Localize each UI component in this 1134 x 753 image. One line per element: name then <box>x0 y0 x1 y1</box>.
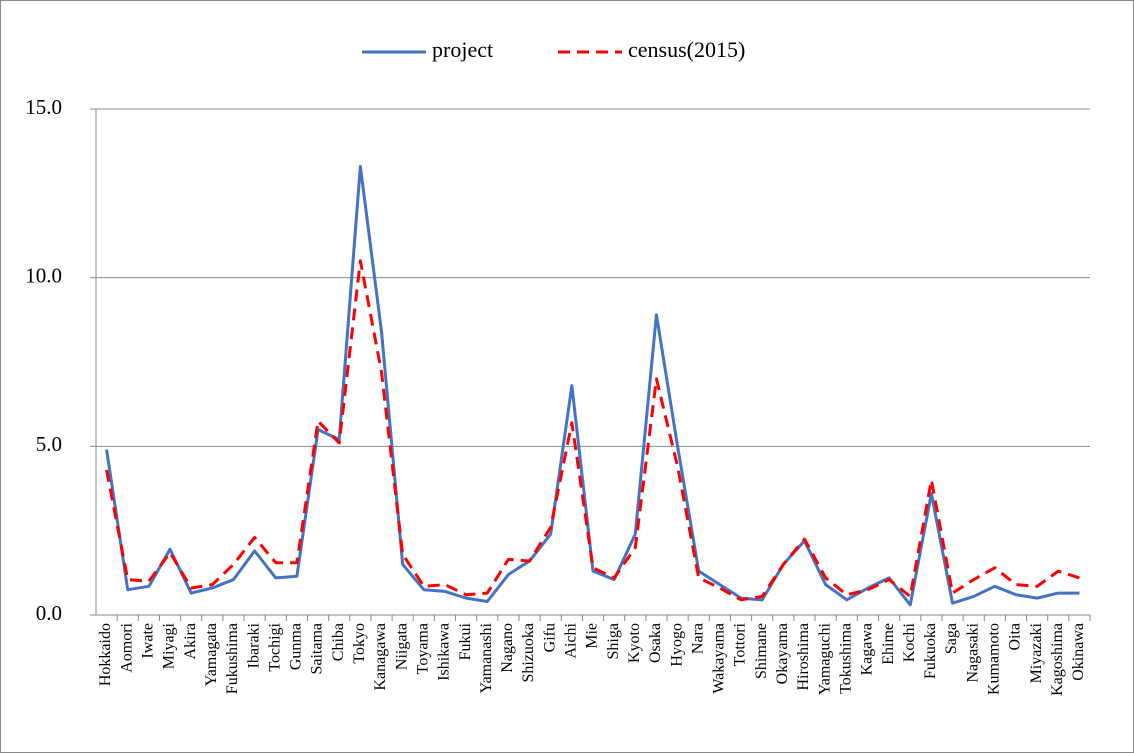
x-tick-label: Akira <box>182 623 199 659</box>
x-tick-label: Shimane <box>753 623 770 679</box>
x-tick-label: Gunma <box>288 623 305 670</box>
x-tick-label: Yamagata <box>203 623 220 686</box>
y-tick-label: 15.0 <box>25 95 62 119</box>
x-tick-label: Kanagawa <box>372 623 389 691</box>
x-tick-label: Nagano <box>499 623 516 673</box>
x-tick-label: Saitama <box>309 623 326 675</box>
x-tick-label: Shiga <box>605 623 622 659</box>
x-tick-label: Tokushima <box>837 623 854 694</box>
x-tick-label: Miyagi <box>161 622 178 669</box>
series-line <box>105 164 1080 607</box>
y-tick-label: 5.0 <box>36 432 62 456</box>
x-tick-label: Okayama <box>774 623 791 684</box>
x-tick-label: Kagoshima <box>1049 623 1066 696</box>
legend-label: project <box>432 37 493 62</box>
x-tick-label: Gifu <box>541 623 558 652</box>
x-tick-label: Yamanashi <box>478 622 495 693</box>
x-tick-label: Hokkaido <box>97 623 114 686</box>
y-tick-label: 0.0 <box>36 601 62 625</box>
x-tick-label: Aichi <box>563 622 580 658</box>
x-tick-label: Tokyo <box>351 623 368 664</box>
x-tick-label: Aomori <box>118 622 135 672</box>
x-tick-label: Tottori <box>732 622 749 666</box>
x-tick-label: Okinawa <box>1070 623 1087 681</box>
x-tick-label: Ehime <box>880 623 897 665</box>
x-tick-label: Kagawa <box>859 623 876 675</box>
x-tick-label: Niigata <box>393 623 410 670</box>
x-tick-label: Wakayama <box>711 623 728 694</box>
x-tick-label: Kumamoto <box>986 623 1003 695</box>
x-tick-label: Kyoto <box>626 623 643 663</box>
x-tick-label: Yamaguchi <box>816 622 833 695</box>
x-tick-label: Oita <box>1007 623 1024 651</box>
x-tick-label: Hyogo <box>668 623 685 667</box>
x-tick-label: Nagasaki <box>964 622 981 682</box>
x-tick-label: Ibaraki <box>245 622 262 668</box>
x-tick-label: Tochigi <box>266 622 283 671</box>
x-tick-label: Mie <box>584 623 601 649</box>
x-tick-label: Toyama <box>414 623 431 674</box>
legend-label: census(2015) <box>628 37 745 62</box>
x-tick-label: Fukuoka <box>922 623 939 679</box>
y-tick-label: 10.0 <box>25 263 62 287</box>
x-tick-label: Miyazaki <box>1028 622 1045 683</box>
x-tick-label: Fukui <box>457 622 474 660</box>
x-tick-label: Osaka <box>647 623 664 663</box>
x-tick-label: Kochi <box>901 622 918 662</box>
x-tick-label: Chiba <box>330 623 347 661</box>
x-tick-label: Saga <box>943 623 960 654</box>
x-tick-label: Hiroshima <box>795 623 812 691</box>
x-tick-label: Fukushima <box>224 623 241 694</box>
x-tick-label: Nara <box>689 623 706 654</box>
x-tick-label: Iwate <box>140 623 157 659</box>
x-tick-label: Ishikawa <box>436 623 453 681</box>
x-tick-label: Shizuoka <box>520 623 537 683</box>
